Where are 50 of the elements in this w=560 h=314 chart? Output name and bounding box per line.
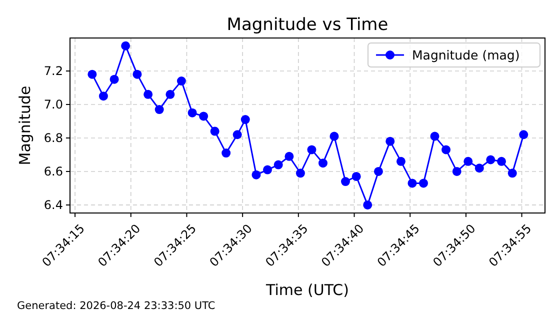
point (452, 166, 462, 176)
point (232, 130, 242, 140)
point (508, 168, 517, 178)
point (352, 172, 361, 181)
y-tick-label: 7.0 (44, 97, 63, 112)
point (144, 90, 153, 99)
y-tick-label: 6.4 (44, 198, 63, 212)
point (121, 41, 130, 50)
point (199, 112, 208, 121)
point (340, 177, 350, 186)
point (318, 158, 328, 168)
point (110, 74, 119, 84)
point (330, 132, 339, 141)
point (222, 148, 231, 158)
point (363, 200, 372, 210)
point (496, 156, 506, 166)
point (240, 115, 250, 124)
point (98, 92, 108, 101)
point (252, 170, 261, 180)
point (474, 164, 484, 173)
point (176, 76, 186, 86)
y-tick-label: 6.8 (44, 130, 63, 145)
y-axis-title: Magnitude (16, 86, 34, 166)
point (442, 145, 451, 154)
legend-label: Magnitude (mag) (412, 48, 520, 62)
point (262, 165, 272, 174)
point (210, 126, 220, 136)
point (374, 166, 383, 176)
point (386, 136, 395, 146)
point (486, 155, 496, 164)
point (418, 178, 428, 188)
point (88, 70, 97, 79)
point (307, 145, 316, 154)
point (284, 152, 294, 161)
chart-title: Magnitude vs Time (226, 15, 388, 35)
point (396, 156, 406, 166)
x-axis-title: Time (UTC) (265, 281, 349, 299)
point (464, 156, 473, 166)
point (166, 90, 175, 99)
point (188, 108, 197, 118)
point (274, 160, 283, 170)
text: Generated: 2026-08-24 23:33:50 UTC (17, 300, 216, 312)
point (408, 178, 417, 188)
point (296, 168, 305, 178)
point (132, 70, 142, 79)
y-tick-label: 6.6 (44, 164, 63, 178)
point (430, 132, 440, 141)
y-tick-label: 7.2 (44, 64, 63, 78)
point (154, 105, 164, 114)
point (519, 130, 528, 140)
